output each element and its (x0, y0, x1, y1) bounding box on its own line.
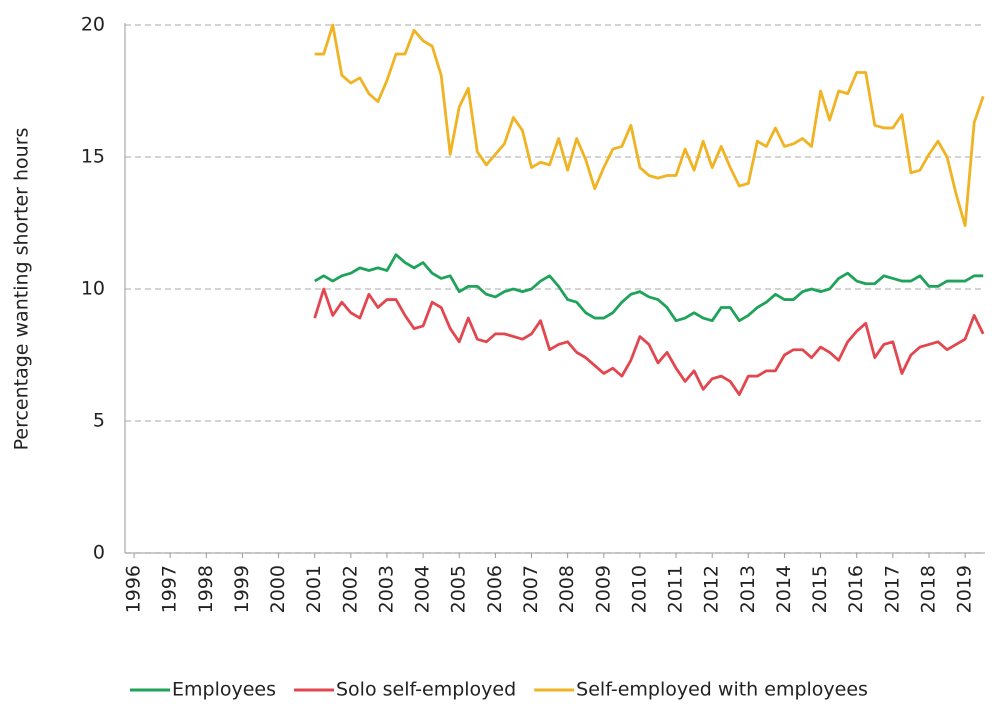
legend-label: Self-employed with employees (576, 679, 868, 701)
x-tick-label: 2008 (556, 565, 578, 613)
legend-label: Employees (172, 679, 276, 701)
x-tick-label: 2010 (628, 565, 650, 613)
x-tick-label: 2004 (412, 565, 434, 613)
x-tick-label: 2017 (881, 565, 903, 613)
x-tick-label: 2016 (845, 565, 867, 613)
line-series (313, 287, 985, 396)
x-tick-label: 2018 (917, 565, 939, 613)
x-tick-label: 2002 (339, 565, 361, 613)
x-tick-label: 2014 (773, 565, 795, 613)
x-tick-label: 2011 (665, 565, 687, 613)
line-series (314, 23, 985, 228)
x-tick-label: 2019 (954, 565, 976, 613)
x-tick-label: 2015 (809, 565, 831, 613)
legend-label: Solo self-employed (336, 679, 516, 701)
x-tick-label: 2012 (701, 565, 723, 613)
y-tick-label: 10 (81, 278, 105, 300)
x-tick-label: 2009 (592, 565, 614, 613)
x-tick-label: 2003 (375, 565, 397, 613)
y-tick-label: 15 (81, 146, 105, 168)
y-tick-label: 0 (93, 542, 105, 564)
x-tick-label: 1997 (159, 565, 181, 613)
x-tick-label: 2001 (303, 565, 325, 613)
y-tick-label: 20 (81, 14, 105, 36)
x-tick-label: 2013 (737, 565, 759, 613)
y-tick-label: 5 (93, 410, 105, 432)
x-tick-label: 1999 (231, 565, 253, 613)
x-tick-label: 2006 (484, 565, 506, 613)
x-tick-label: 2007 (520, 565, 542, 613)
x-tick-label: 1998 (195, 565, 217, 613)
x-tick-label: 2000 (267, 565, 289, 613)
line-series (313, 253, 984, 323)
y-axis-label: Percentage wanting shorter hours (11, 128, 33, 451)
x-tick-label: 2005 (448, 565, 470, 613)
x-tick-label: 1996 (123, 565, 145, 613)
